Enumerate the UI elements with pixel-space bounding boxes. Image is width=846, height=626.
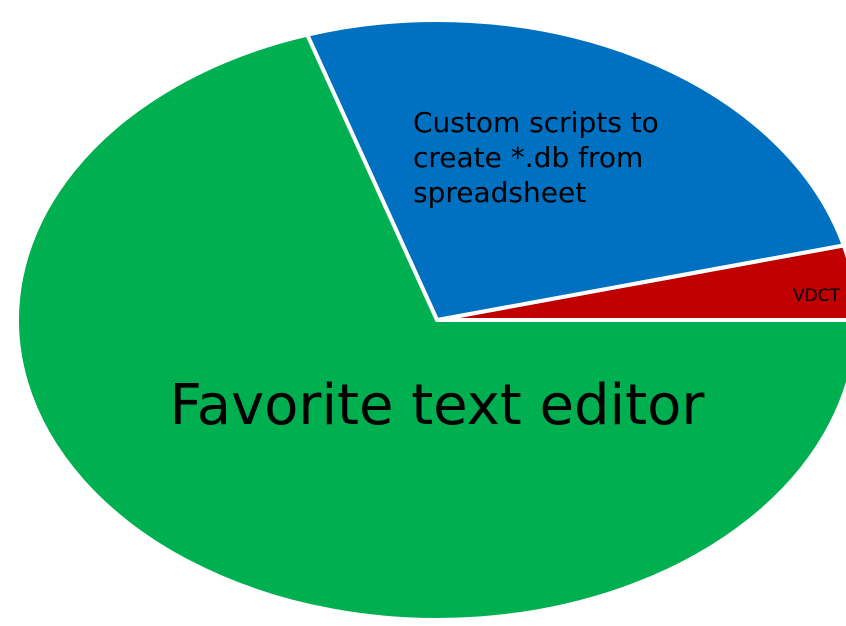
slice-label: Favorite text editor xyxy=(169,373,705,438)
pie-slice xyxy=(15,32,846,622)
slice-label: VDCT xyxy=(793,286,840,306)
pie-slice xyxy=(305,18,846,322)
slice-label: Custom scripts to create *.db from sprea… xyxy=(413,106,659,209)
